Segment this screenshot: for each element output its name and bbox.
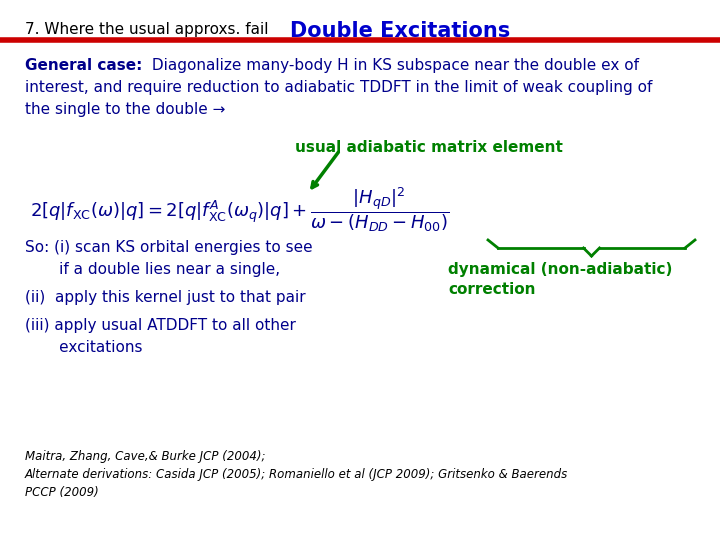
- Text: dynamical (non-adiabatic)
correction: dynamical (non-adiabatic) correction: [448, 262, 672, 297]
- Text: Diagonalize many-body H in KS subspace near the double ex of: Diagonalize many-body H in KS subspace n…: [147, 58, 639, 73]
- Text: usual adiabatic matrix element: usual adiabatic matrix element: [295, 140, 563, 155]
- Text: excitations: excitations: [25, 340, 143, 355]
- Text: (iii) apply usual ATDDFT to all other: (iii) apply usual ATDDFT to all other: [25, 318, 296, 333]
- Text: if a double lies near a single,: if a double lies near a single,: [25, 262, 280, 277]
- Text: Maitra, Zhang, Cave,& Burke JCP (2004);
Alternate derivations: Casida JCP (2005): Maitra, Zhang, Cave,& Burke JCP (2004); …: [25, 450, 568, 499]
- Text: Double Excitations: Double Excitations: [290, 21, 510, 41]
- Text: 7. Where the usual approxs. fail: 7. Where the usual approxs. fail: [25, 22, 269, 37]
- Text: (ii)  apply this kernel just to that pair: (ii) apply this kernel just to that pair: [25, 290, 305, 305]
- Text: interest, and require reduction to adiabatic TDDFT in the limit of weak coupling: interest, and require reduction to adiab…: [25, 80, 652, 95]
- Text: General case:: General case:: [25, 58, 143, 73]
- Text: $2[q|f_{\rm XC}(\omega)|q] = 2[q|f_{\rm XC}^A(\omega_q)|q] + \dfrac{|H_{qD}|^2}{: $2[q|f_{\rm XC}(\omega)|q] = 2[q|f_{\rm …: [30, 185, 449, 233]
- Text: the single to the double →: the single to the double →: [25, 102, 225, 117]
- Text: So: (i) scan KS orbital energies to see: So: (i) scan KS orbital energies to see: [25, 240, 312, 255]
